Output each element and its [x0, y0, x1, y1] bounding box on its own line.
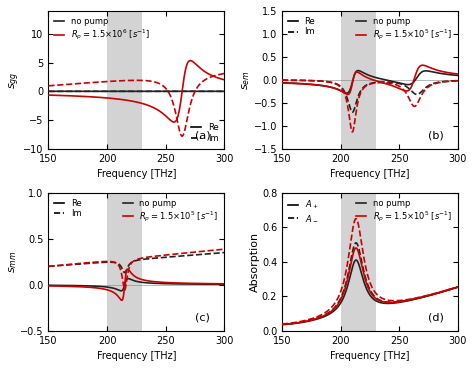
Text: (a): (a) — [195, 130, 210, 141]
Bar — [341, 11, 376, 149]
Y-axis label: $s_{mm}$: $s_{mm}$ — [7, 251, 19, 273]
X-axis label: Frequency [THz]: Frequency [THz] — [330, 351, 410, 361]
Y-axis label: $s_{em}$: $s_{em}$ — [240, 70, 252, 90]
Legend: no pump, $R_p=1.5{\times}10^5\ [s^{-1}]$: no pump, $R_p=1.5{\times}10^5\ [s^{-1}]$ — [121, 197, 220, 226]
Text: (c): (c) — [195, 312, 210, 322]
Text: (b): (b) — [428, 130, 444, 141]
Legend: no pump, $R_p=1.5{\times}10^5\ [s^{-1}]$: no pump, $R_p=1.5{\times}10^5\ [s^{-1}]$ — [355, 15, 454, 44]
X-axis label: Frequency [THz]: Frequency [THz] — [97, 351, 176, 361]
Bar — [341, 193, 376, 330]
Y-axis label: $s_{gg}$: $s_{gg}$ — [8, 71, 22, 89]
Legend: no pump, $R_p=1.5{\times}10^5\ [s^{-1}]$: no pump, $R_p=1.5{\times}10^5\ [s^{-1}]$ — [355, 197, 454, 226]
X-axis label: Frequency [THz]: Frequency [THz] — [97, 169, 176, 179]
X-axis label: Frequency [THz]: Frequency [THz] — [330, 169, 410, 179]
Text: (d): (d) — [428, 312, 444, 322]
Y-axis label: Absorption: Absorption — [250, 232, 260, 292]
Bar — [107, 193, 142, 330]
Bar — [107, 11, 142, 149]
Legend: Re, Im: Re, Im — [190, 121, 220, 145]
